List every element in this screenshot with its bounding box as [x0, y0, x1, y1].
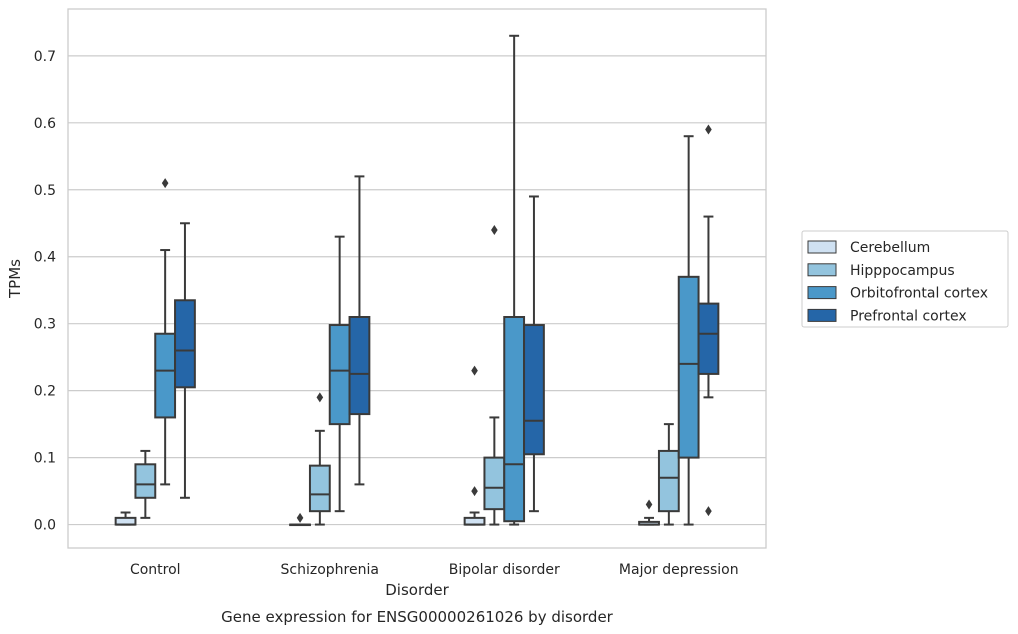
- y-tick-label: 0.3: [34, 317, 56, 333]
- box-series: [114, 34, 720, 527]
- box-orbitofrontal-cortex: [503, 34, 526, 526]
- box-iqr: [503, 316, 526, 523]
- legend-frame: [801, 230, 1009, 328]
- outlier-point: [471, 486, 478, 497]
- y-tick-label: 0.1: [34, 451, 56, 467]
- x-tick-label: Bipolar disorder: [449, 562, 560, 578]
- legend-label: Prefrontal cortex: [850, 308, 967, 324]
- outlier-point: [705, 124, 712, 135]
- y-tick-label: 0.5: [34, 183, 56, 199]
- box-hipppocampus: [134, 449, 157, 519]
- y-axis-ticks: 0.0 0.1 0.2 0.3 0.4 0.5 0.6 0.7: [34, 49, 56, 534]
- box-iqr: [523, 324, 545, 456]
- box-iqr: [154, 332, 177, 419]
- box-iqr: [697, 302, 720, 375]
- y-tick-label: 0.2: [34, 384, 56, 400]
- outlier-point: [491, 224, 498, 235]
- box-iqr: [328, 324, 351, 426]
- box-cerebellum: [463, 365, 486, 526]
- box-iqr: [483, 456, 506, 511]
- y-tick-label: 0.0: [34, 518, 56, 534]
- box-hipppocampus: [657, 423, 680, 526]
- box-iqr: [677, 275, 700, 459]
- box-cerebellum: [114, 511, 137, 526]
- x-axis-ticks: Control Schizophrenia Bipolar disorder Majo…: [130, 562, 739, 578]
- x-tick-label: Major depression: [619, 562, 739, 578]
- legend-label: Hipppocampus: [850, 263, 955, 279]
- outlier-point: [316, 392, 324, 403]
- x-axis-label: Disorder: [385, 581, 449, 599]
- x-tick-label: Control: [130, 562, 181, 578]
- box-iqr: [348, 316, 371, 416]
- box-prefrontal-cortex: [523, 195, 545, 513]
- box-prefrontal-cortex: [697, 124, 720, 517]
- box-cerebellum: [638, 499, 660, 526]
- box-cerebellum: [289, 512, 311, 527]
- box-iqr: [308, 464, 331, 513]
- y-axis-label: TPMs: [6, 259, 24, 299]
- chart-caption: Gene expression for ENSG00000261026 by d…: [221, 608, 614, 626]
- legend-swatch: [807, 286, 837, 300]
- plot-area-frame: [67, 8, 767, 549]
- outlier-point: [705, 506, 712, 517]
- legend-label: Cerebellum: [850, 240, 930, 256]
- legend-label: Orbitofrontal cortex: [850, 286, 988, 302]
- legend-swatch: [807, 263, 837, 277]
- y-tick-label: 0.6: [34, 116, 56, 132]
- outlier-point: [471, 365, 478, 376]
- y-tick-label: 0.4: [34, 250, 56, 266]
- legend-swatch: [807, 240, 837, 254]
- box-iqr: [657, 449, 680, 513]
- box-iqr: [463, 516, 486, 526]
- x-tick-label: Schizophrenia: [281, 562, 379, 578]
- box-prefrontal-cortex: [174, 222, 196, 499]
- box-hipppocampus: [308, 392, 331, 526]
- legend-swatch: [807, 308, 837, 322]
- outlier-point: [645, 499, 653, 510]
- box-orbitofrontal-cortex: [677, 135, 700, 526]
- legend: Cerebellum Hipppocampus Orbitofrontal cort…: [801, 230, 1009, 328]
- box-iqr: [114, 516, 137, 526]
- box-iqr: [174, 299, 196, 389]
- outlier-point: [161, 178, 169, 189]
- box-orbitofrontal-cortex: [154, 178, 177, 486]
- outlier-point: [296, 512, 304, 523]
- box-prefrontal-cortex: [348, 175, 371, 486]
- box-iqr: [134, 463, 157, 499]
- y-tick-label: 0.7: [34, 49, 56, 65]
